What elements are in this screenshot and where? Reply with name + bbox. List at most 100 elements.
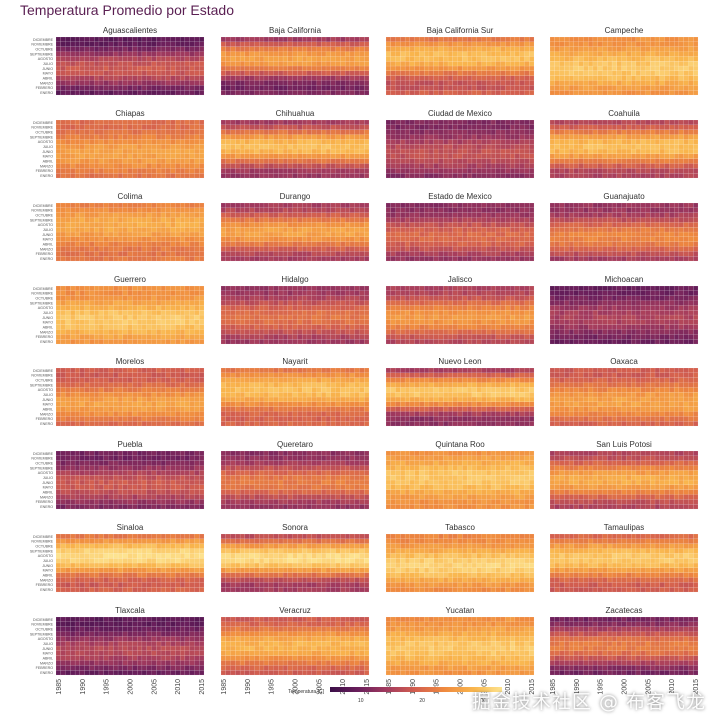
heatmap-cell [607, 212, 613, 218]
heatmap-cell [626, 134, 632, 140]
heatmap-cell [132, 290, 138, 296]
heatmap-cell [354, 173, 360, 179]
heatmap-cell [404, 36, 411, 42]
heatmap-cell [602, 75, 608, 81]
heatmap-cell [486, 251, 492, 257]
heatmap-cell [160, 139, 166, 145]
heatmap-cell [278, 134, 284, 140]
heatmap-cell [524, 75, 530, 81]
heatmap-cell [500, 51, 506, 57]
heatmap-cell [84, 90, 90, 96]
heatmap-cell [156, 41, 162, 47]
heatmap-cell [254, 153, 260, 159]
heatmap-cell [273, 217, 279, 223]
heatmap-cell [287, 207, 293, 213]
heatmap-cell [635, 70, 641, 76]
heatmap-cell [509, 217, 516, 223]
heatmap-cell [404, 217, 411, 223]
heatmap-cell [424, 139, 430, 145]
heatmap-cell [113, 295, 119, 301]
heatmap-cell [447, 241, 453, 247]
heatmap-cell [297, 139, 303, 145]
heatmap-cell [514, 129, 520, 135]
heatmap-cell [640, 173, 646, 179]
heatmap-cell [79, 65, 85, 71]
heatmap-cell [678, 202, 684, 208]
heatmap-cell [611, 85, 617, 91]
heatmap-cell [404, 251, 411, 257]
heatmap-cell [259, 207, 265, 213]
heatmap-cell [583, 56, 589, 62]
heatmap-cell [132, 310, 138, 316]
heatmap-cell [175, 217, 181, 223]
heatmap-cell [419, 256, 425, 262]
heatmap-cell [462, 236, 468, 242]
heatmap-cell [640, 148, 646, 154]
heatmap-cell [559, 246, 565, 252]
heatmap-cell [635, 222, 641, 228]
heatmap-cell [693, 212, 699, 218]
heatmap-cell [335, 134, 341, 140]
heatmap-cell [321, 61, 327, 67]
heatmap-cell [132, 207, 138, 213]
heatmap-cell [616, 65, 622, 71]
heatmap-cell [316, 246, 322, 252]
heatmap-cell [98, 51, 104, 57]
heatmap-cell [404, 56, 411, 62]
heatmap-cell [239, 256, 246, 262]
heatmap-cell [588, 85, 594, 91]
heatmap-cell [122, 144, 128, 150]
heatmap-cell [654, 144, 660, 150]
heatmap-cell [645, 217, 651, 223]
heatmap-cell [693, 153, 699, 159]
heatmap-cell [467, 90, 473, 96]
heatmap-cell [564, 51, 570, 57]
heatmap-cell [84, 56, 90, 62]
heatmap-cell [395, 158, 401, 164]
heatmap-cell [573, 129, 579, 135]
heatmap-cell [239, 212, 246, 218]
heatmap-cell [433, 241, 439, 247]
heatmap-cell [588, 61, 594, 67]
heatmap-cell [592, 139, 598, 145]
heatmap-cell [335, 51, 341, 57]
heatmap-cell [349, 153, 355, 159]
heatmap-cell [189, 300, 195, 306]
heatmap-cell [564, 41, 570, 47]
heatmap-cell [335, 144, 341, 150]
heatmap-cell [165, 212, 171, 218]
heatmap-cell [404, 163, 411, 169]
heatmap-cell [189, 202, 195, 208]
heatmap-cell [476, 173, 482, 179]
heatmap-cell [60, 334, 66, 340]
heatmap-cell [103, 134, 109, 140]
heatmap-cell [141, 139, 147, 145]
heatmap-cell [568, 65, 575, 71]
heatmap-cell [419, 173, 425, 179]
heatmap-cell [471, 41, 477, 47]
heatmap-cell [476, 119, 482, 125]
heatmap-cell [311, 158, 317, 164]
heatmap-cell [170, 241, 176, 247]
heatmap-cell [404, 222, 411, 228]
heatmap-cell [151, 256, 157, 262]
heatmap-cell [254, 85, 260, 91]
heatmap-cell [683, 212, 689, 218]
heatmap-cell [146, 41, 152, 47]
heatmap-cell [84, 46, 90, 52]
heatmap-cell [424, 212, 430, 218]
heatmap-cell [559, 207, 565, 213]
heatmap-cell [549, 246, 555, 252]
heatmap-cell [524, 134, 530, 140]
heatmap-cell [664, 212, 670, 218]
heatmap-cell [650, 144, 656, 150]
heatmap-cell [254, 329, 260, 335]
heatmap-cell [611, 251, 617, 257]
heatmap-cell [495, 124, 501, 130]
heatmap-cell [146, 295, 152, 301]
heatmap-cell [486, 207, 492, 213]
heatmap-cell [678, 80, 684, 86]
heatmap-cell [688, 236, 694, 242]
heatmap-cell [650, 241, 656, 247]
heatmap-cell [330, 124, 336, 130]
